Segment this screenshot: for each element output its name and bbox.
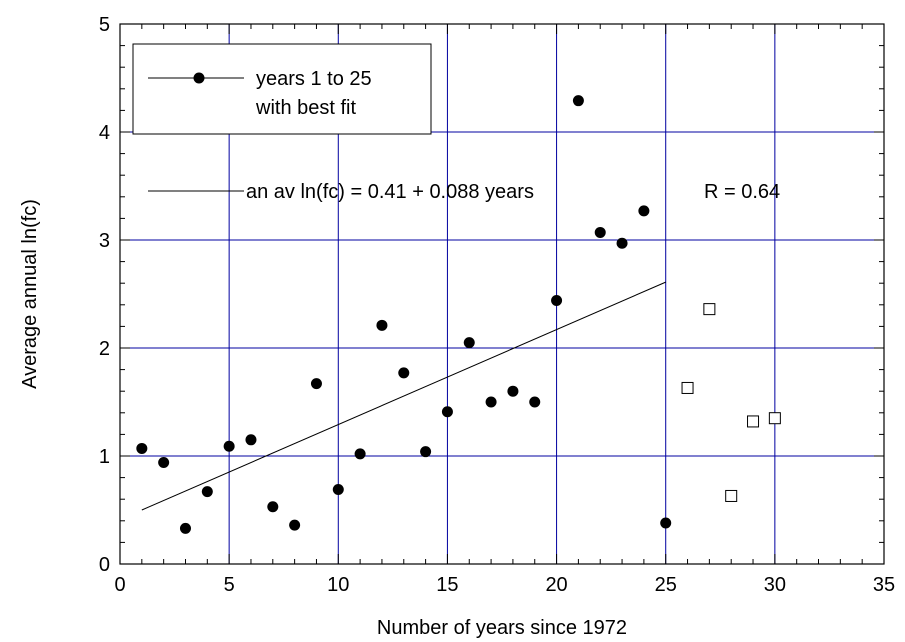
y-tick-label: 0 bbox=[99, 554, 110, 576]
data-point-filled bbox=[463, 337, 475, 349]
data-point-filled bbox=[420, 446, 432, 458]
data-point-filled bbox=[507, 385, 519, 397]
data-point-filled bbox=[245, 434, 257, 446]
data-point-open-square bbox=[703, 303, 716, 316]
grid-lines bbox=[120, 24, 884, 564]
data-point-filled bbox=[289, 519, 301, 531]
equation-text: an av ln(fc) = 0.41 + 0.088 years bbox=[246, 181, 534, 203]
fit-line-group bbox=[141, 281, 666, 511]
y-tick-label: 3 bbox=[99, 230, 110, 252]
x-tick-label: 35 bbox=[873, 574, 895, 596]
legend-box bbox=[132, 43, 432, 135]
x-tick-label: 20 bbox=[545, 574, 567, 596]
tick-labels: 0 5 10 15 20 25 30 35 0 1 2 3 4 5 bbox=[99, 14, 895, 596]
data-point-open-square bbox=[768, 412, 781, 425]
data-points bbox=[136, 95, 781, 534]
data-point-filled bbox=[441, 406, 453, 418]
data-point-filled bbox=[136, 442, 148, 454]
x-tick-label: 10 bbox=[327, 574, 349, 596]
y-tick-label: 1 bbox=[99, 446, 110, 468]
y-tick-label: 5 bbox=[99, 14, 110, 36]
data-point-filled bbox=[551, 294, 563, 306]
data-point-filled bbox=[354, 448, 366, 460]
data-point-filled bbox=[485, 396, 497, 408]
legend: years 1 to 25 with best fit bbox=[132, 43, 432, 135]
x-tick-label: 25 bbox=[655, 574, 677, 596]
x-tick-label: 30 bbox=[764, 574, 786, 596]
legend-marker bbox=[193, 72, 205, 84]
x-tick-label: 15 bbox=[436, 574, 458, 596]
legend-entry-line1: years 1 to 25 bbox=[256, 68, 372, 90]
data-point-filled bbox=[594, 226, 606, 238]
data-point-filled bbox=[376, 319, 388, 331]
y-axis-label: Average annual ln(fc) bbox=[19, 199, 41, 389]
data-point-filled bbox=[179, 522, 191, 534]
annotation: an av ln(fc) = 0.41 + 0.088 years R = 0.… bbox=[148, 181, 780, 203]
data-point-open-square bbox=[747, 415, 760, 428]
legend-entry-line2: with best fit bbox=[255, 97, 356, 119]
data-point-filled bbox=[398, 367, 410, 379]
x-tick-label: 0 bbox=[114, 574, 125, 596]
data-point-filled bbox=[638, 205, 650, 217]
data-point-open-square bbox=[681, 381, 694, 394]
plot-frame bbox=[119, 23, 885, 565]
data-point-filled bbox=[267, 501, 279, 513]
y-tick-label: 2 bbox=[99, 338, 110, 360]
data-point-filled bbox=[310, 378, 322, 390]
data-point-filled bbox=[332, 483, 344, 495]
data-point-open-square bbox=[725, 489, 738, 502]
best-fit-line bbox=[141, 281, 666, 511]
y-tick-label: 4 bbox=[99, 122, 110, 144]
data-point-filled bbox=[529, 396, 541, 408]
data-point-filled bbox=[616, 237, 628, 249]
data-point-filled bbox=[201, 486, 213, 498]
data-point-filled bbox=[223, 440, 235, 452]
x-axis-label: Number of years since 1972 bbox=[377, 617, 627, 639]
data-point-filled bbox=[572, 95, 584, 107]
data-point-filled bbox=[158, 456, 170, 468]
x-tick-label: 5 bbox=[224, 574, 235, 596]
r-value-text: R = 0.64 bbox=[704, 181, 780, 203]
data-point-filled bbox=[660, 517, 672, 529]
